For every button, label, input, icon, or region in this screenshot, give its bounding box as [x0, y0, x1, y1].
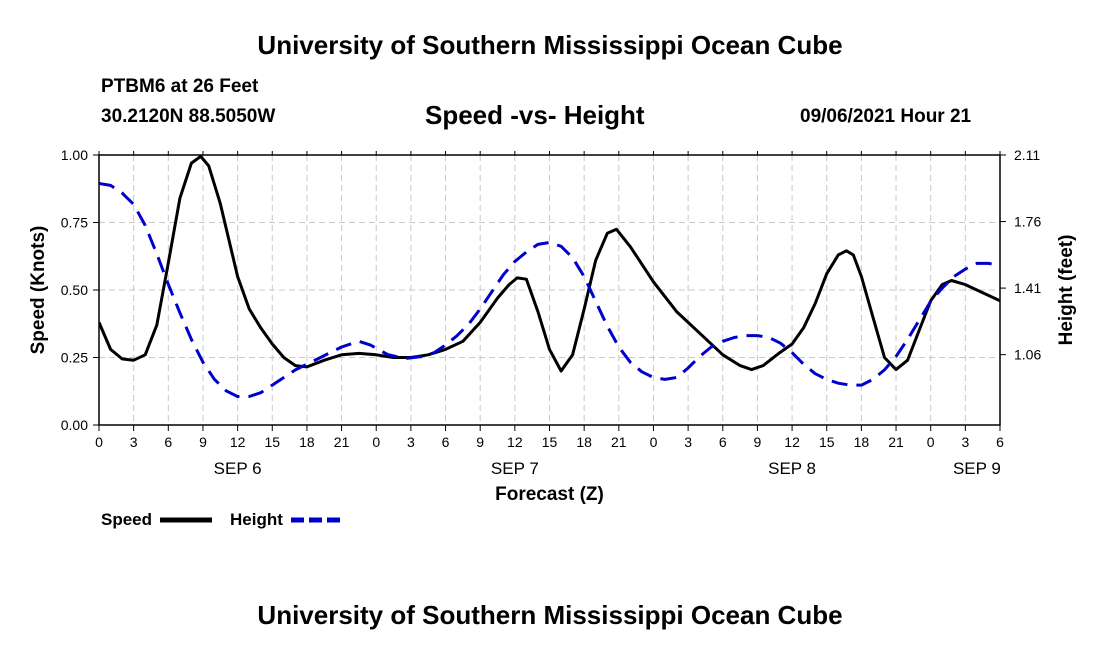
x-tick-label: 6 [719, 434, 727, 450]
x-tick-label: 9 [476, 434, 484, 450]
date-label: SEP 9 [953, 459, 1001, 478]
x-tick-label: 0 [372, 434, 380, 450]
x-tick-label: 15 [819, 434, 835, 450]
header-title: University of Southern Mississippi Ocean… [257, 30, 843, 60]
series-line-speed [99, 154, 1000, 373]
x-tick-label: 6 [442, 434, 450, 450]
y-left-axis-label: Speed (Knots) [28, 226, 49, 355]
x-tick-label: 0 [95, 434, 103, 450]
x-tick-label: 21 [334, 434, 350, 450]
x-tick-label: 9 [754, 434, 762, 450]
series-line-height [99, 182, 1000, 398]
x-tick-label: 3 [961, 434, 969, 450]
y-right-tick-label: 1.41 [1014, 280, 1041, 296]
x-tick-label: 12 [230, 434, 246, 450]
y-right-tick-label: 2.11 [1014, 147, 1040, 163]
y-right-tick-label: 1.06 [1014, 347, 1041, 363]
x-tick-label: 0 [650, 434, 658, 450]
x-tick-label: 3 [130, 434, 138, 450]
date-label: SEP 7 [491, 459, 539, 478]
y-left-tick-label: 0.25 [61, 350, 88, 366]
x-tick-label: 9 [199, 434, 207, 450]
x-tick-label: 12 [784, 434, 800, 450]
x-tick-label: 15 [264, 434, 280, 450]
station-label: PTBM6 at 26 Feet [101, 76, 259, 97]
date-label: SEP 6 [214, 459, 262, 478]
x-tick-label: 0 [927, 434, 935, 450]
x-tick-label: 6 [996, 434, 1004, 450]
x-tick-label: 18 [299, 434, 315, 450]
y-left-tick-label: 0.75 [61, 215, 88, 231]
y-right-axis-label: Height (feet) [1056, 235, 1077, 346]
coordinates-label: 30.2120N 88.5050W [101, 106, 276, 127]
datetime-label: 09/06/2021 Hour 21 [800, 106, 972, 127]
y-right-tick-label: 1.76 [1014, 214, 1041, 230]
x-tick-label: 21 [888, 434, 904, 450]
y-left-tick-label: 1.00 [61, 147, 88, 163]
footer-title: University of Southern Mississippi Ocean… [257, 600, 843, 630]
legend-label-speed: Speed [101, 510, 152, 529]
legend-label-height: Height [230, 510, 283, 529]
y-left-tick-label: 0.50 [61, 282, 88, 298]
x-axis-label: Forecast (Z) [495, 484, 604, 505]
y-left-tick-label: 0.00 [61, 417, 88, 433]
x-tick-label: 21 [611, 434, 627, 450]
x-tick-label: 18 [576, 434, 592, 450]
x-tick-label: 6 [164, 434, 172, 450]
x-tick-label: 18 [854, 434, 870, 450]
x-tick-label: 3 [407, 434, 415, 450]
x-tick-label: 12 [507, 434, 523, 450]
plot-title: Speed -vs- Height [425, 100, 645, 130]
x-tick-label: 15 [542, 434, 558, 450]
x-tick-label: 3 [684, 434, 692, 450]
date-label: SEP 8 [768, 459, 816, 478]
